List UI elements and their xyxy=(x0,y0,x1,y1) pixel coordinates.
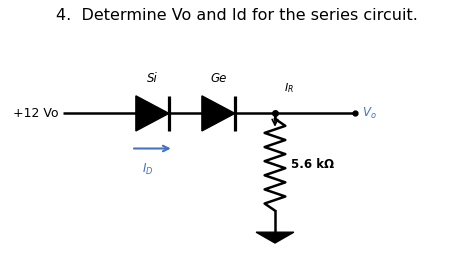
Polygon shape xyxy=(136,96,169,131)
Polygon shape xyxy=(202,96,235,131)
Text: $I_D$: $I_D$ xyxy=(142,162,153,177)
Text: +12 Vo: +12 Vo xyxy=(13,107,58,120)
Text: Ge: Ge xyxy=(210,72,227,85)
Text: Si: Si xyxy=(147,72,158,85)
Text: 4.  Determine Vo and Id for the series circuit.: 4. Determine Vo and Id for the series ci… xyxy=(56,8,418,23)
Text: 5.6 kΩ: 5.6 kΩ xyxy=(291,158,334,171)
Text: $I_R$: $I_R$ xyxy=(284,81,294,94)
Polygon shape xyxy=(256,232,294,243)
Text: $V_o$: $V_o$ xyxy=(362,106,377,121)
